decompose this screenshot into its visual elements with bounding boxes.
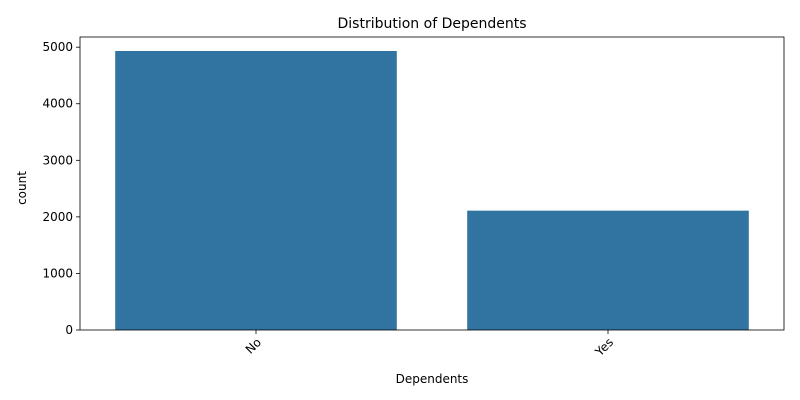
y-tick-label: 5000: [42, 40, 73, 54]
bar-yes: [467, 210, 749, 330]
y-tick-label: 2000: [42, 210, 73, 224]
chart-title: Distribution of Dependents: [338, 16, 527, 32]
y-axis-label: count: [15, 171, 29, 205]
y-axis: 0 1000 2000 3000 4000 5000: [42, 40, 80, 337]
x-axis: No Yes: [243, 330, 616, 360]
bars-group: [115, 50, 749, 330]
y-tick-label: 3000: [42, 153, 73, 167]
x-tick-label-no: No: [243, 335, 264, 356]
bar-no: [115, 50, 397, 330]
plot-frame: [79, 36, 785, 331]
y-tick-label: 4000: [42, 97, 73, 111]
y-tick-label: 1000: [42, 266, 73, 280]
x-tick-label-yes: Yes: [592, 335, 616, 359]
x-axis-label: Dependents: [396, 372, 469, 386]
y-tick-label: 0: [65, 323, 73, 337]
